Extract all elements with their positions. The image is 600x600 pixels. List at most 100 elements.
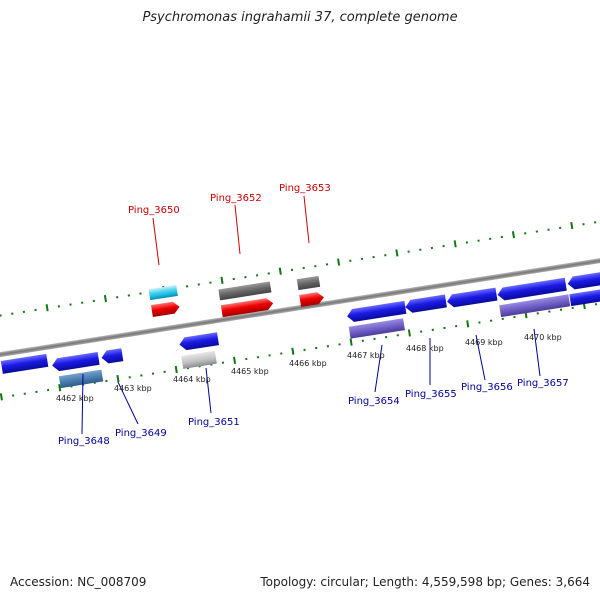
minor-tick (11, 394, 15, 397)
gene-ping-3658-arrow[interactable] (567, 266, 600, 290)
minor-tick (559, 226, 562, 230)
gene-label-ping-3654[interactable]: Ping_3654 (348, 396, 400, 407)
gene-label-ping-3656[interactable]: Ping_3656 (461, 382, 513, 393)
minor-tick (489, 319, 493, 322)
gene-ping-3650-annotation[interactable] (148, 284, 178, 301)
major-tick (103, 294, 107, 303)
gene-ping-3653-annotation[interactable] (296, 275, 321, 291)
gene-label-ping-3653[interactable]: Ping_3653 (279, 183, 331, 194)
gene-ping-3658-annotation[interactable] (569, 283, 600, 307)
gene-label-ping-3648[interactable]: Ping_3648 (58, 436, 110, 447)
gene-label-ping-3657[interactable]: Ping_3657 (517, 378, 569, 389)
gene-ping-3654-arrow[interactable] (346, 300, 407, 323)
minor-tick (22, 310, 26, 313)
minor-tick (559, 308, 563, 311)
minor-tick (478, 321, 481, 324)
minor-tick (280, 352, 283, 355)
major-tick (0, 393, 3, 401)
minor-tick (23, 392, 26, 395)
minor-tick (232, 277, 235, 281)
major-tick (291, 347, 295, 355)
minor-tick (128, 376, 131, 379)
major-tick (466, 320, 470, 328)
scale-track-bottom (0, 301, 598, 401)
minor-tick (501, 317, 504, 321)
gene-ping-3654-annotation[interactable] (348, 318, 405, 339)
minor-tick (594, 303, 598, 306)
gene-ping-3657-arrow[interactable] (497, 277, 567, 302)
gene-ping-3647-arrow[interactable] (0, 353, 49, 374)
gene-ping-3655-arrow[interactable] (404, 294, 447, 314)
minor-tick (140, 374, 143, 377)
minor-tick (268, 354, 271, 357)
gene-ping-3650-arrow[interactable] (150, 301, 181, 317)
minor-tick (185, 285, 189, 288)
minor-tick (197, 283, 200, 286)
minor-tick (325, 263, 329, 266)
major-tick (45, 304, 49, 312)
reverse-leaders (81, 328, 541, 435)
minor-tick (46, 388, 50, 392)
gene-ping-3648-arrow[interactable] (51, 351, 100, 372)
forward-leaders (152, 195, 310, 266)
gene-label-ping-3651[interactable]: Ping_3651 (188, 417, 240, 428)
major-tick (337, 258, 341, 266)
minor-tick (547, 228, 550, 231)
minor-tick (384, 254, 387, 257)
minor-tick (35, 390, 38, 394)
minor-tick (548, 310, 551, 313)
minor-tick (209, 281, 212, 284)
gene-label-ping-3650[interactable]: Ping_3650 (128, 205, 180, 216)
leader-ping-3654 (374, 344, 383, 393)
gene-ping-3652-arrow[interactable] (220, 297, 274, 318)
major-tick (174, 365, 178, 374)
kbp-label: 4466 kbp (289, 359, 327, 368)
minor-tick (34, 308, 37, 312)
gene-ping-3656-arrow[interactable] (446, 287, 498, 309)
gene-ping-3652-annotation[interactable] (218, 281, 272, 301)
gene-ping-3657-annotation[interactable] (499, 294, 571, 318)
leader-ping-3651 (205, 367, 212, 414)
major-tick (349, 338, 353, 346)
minor-tick (524, 232, 527, 235)
major-tick (511, 231, 515, 239)
minor-tick (360, 257, 364, 261)
gene-label-ping-3655[interactable]: Ping_3655 (405, 389, 457, 400)
gene-label-ping-3649[interactable]: Ping_3649 (115, 428, 167, 439)
gene-ping-3651-arrow[interactable] (178, 332, 219, 351)
kbp-label: 4469 kbp (465, 338, 503, 347)
gene-ping-3648-annotation[interactable] (58, 369, 104, 389)
gene-ping-3653-arrow[interactable] (299, 291, 325, 307)
minor-tick (536, 312, 539, 315)
leader-ping-3650 (152, 217, 160, 266)
accession-text: Accession: NC_008709 (10, 575, 147, 589)
gene-ping-3649-arrow[interactable] (101, 348, 124, 364)
minor-tick (11, 312, 14, 315)
minor-tick (0, 314, 2, 317)
gene-ping-3651-annotation[interactable] (181, 350, 217, 369)
scale-track-top (0, 221, 597, 317)
major-tick (278, 267, 282, 275)
map-title: Psychromonas ingrahamii 37, complete gen… (142, 10, 458, 25)
major-tick (453, 240, 457, 248)
major-tick (407, 329, 411, 337)
minor-tick (314, 265, 317, 268)
minor-tick (255, 274, 259, 277)
kbp-label: 4470 kbp (524, 333, 562, 342)
minor-tick (81, 301, 84, 304)
minor-tick (385, 335, 388, 339)
major-tick (116, 374, 120, 383)
kbp-label: 4467 kbp (347, 351, 385, 360)
minor-tick (430, 246, 434, 250)
minor-tick (513, 315, 516, 319)
minor-tick (245, 357, 248, 361)
minor-tick (594, 221, 597, 224)
gene-label-ping-3652[interactable]: Ping_3652 (210, 193, 262, 204)
minor-tick (338, 343, 341, 346)
major-tick (570, 221, 574, 230)
minor-tick (571, 306, 574, 310)
minor-tick (420, 330, 423, 333)
minor-tick (489, 237, 492, 240)
minor-tick (326, 345, 330, 348)
minor-tick (92, 299, 96, 303)
